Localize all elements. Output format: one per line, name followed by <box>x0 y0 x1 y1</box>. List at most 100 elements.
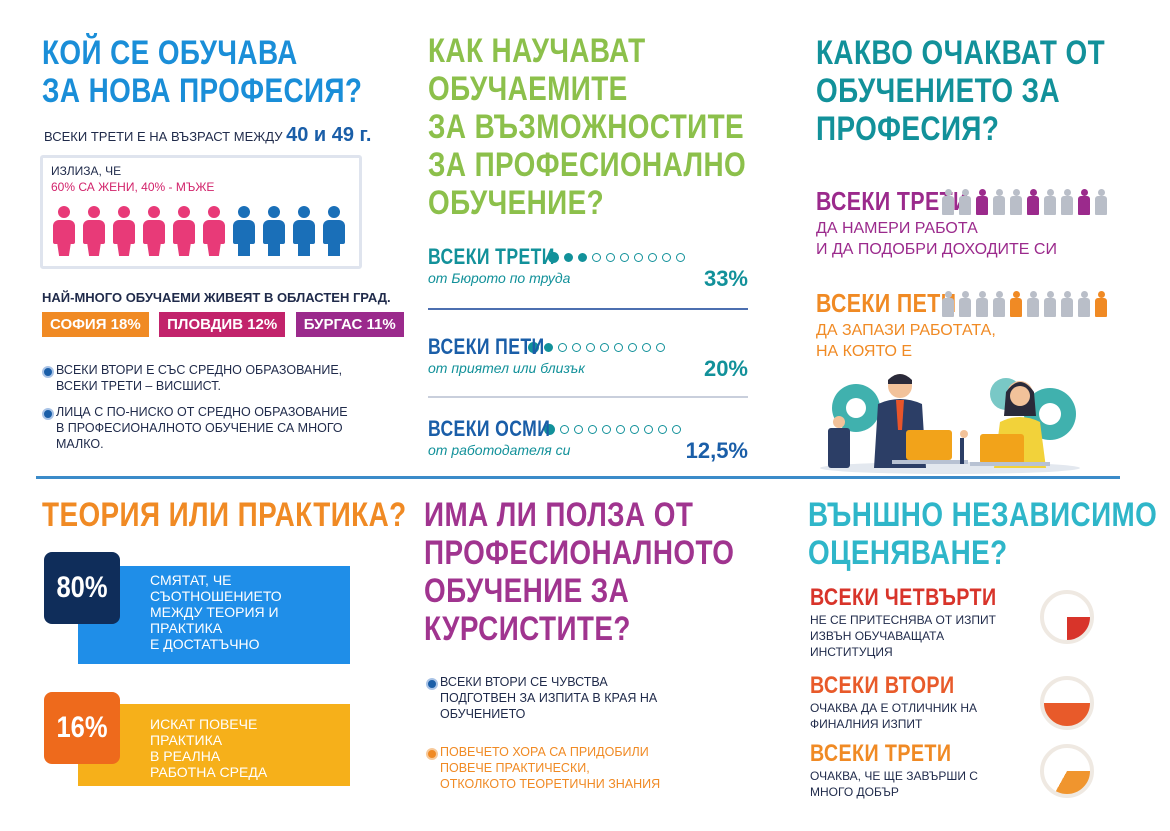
section6-title: ВЪНШНО НЕЗАВИСИМО ОЦЕНЯВАНЕ? <box>808 496 1158 572</box>
expectation-row-2-people-icons <box>942 290 1107 317</box>
person-icon <box>1061 290 1073 317</box>
woman-icon <box>51 206 77 256</box>
dot-icon <box>564 252 573 262</box>
expectation-row-1-people-icons <box>942 188 1107 215</box>
dot-icon <box>676 252 685 262</box>
theory-card-80-text: СМЯТАТ, ЧЕ СЪОТНОШЕНИЕТО МЕЖДУ ТЕОРИЯ И … <box>150 572 282 652</box>
dot-icon <box>648 252 657 262</box>
gender-split: 60% СА ЖЕНИ, 40% - МЪЖЕ <box>51 180 214 194</box>
exam-row-1: ВСЕКИ ЧЕТВЪРТИ НЕ СЕ ПРИТЕСНЯВА ОТ ИЗПИТ… <box>810 584 1037 660</box>
expectation-row-2-head: ВСЕКИ ПЕТИ <box>816 288 957 318</box>
women-share: 60% СА ЖЕНИ, <box>51 180 138 194</box>
dot-icon <box>544 423 555 435</box>
section4-title: ТЕОРИЯ ИЛИ ПРАКТИКА? <box>42 496 407 534</box>
dot-icon <box>616 424 625 434</box>
woman-icon <box>171 206 197 256</box>
benefit-bullet-1: ВСЕКИ ВТОРИ СЕ ЧУВСТВА ПОДГОТВЕН ЗА ИЗПИ… <box>425 675 658 721</box>
person-icon <box>1010 188 1022 215</box>
person-icon <box>1010 290 1022 317</box>
theory-card-80: СМЯТАТ, ЧЕ СЪОТНОШЕНИЕТО МЕЖДУ ТЕОРИЯ И … <box>78 566 350 664</box>
dot-icon <box>606 252 615 262</box>
cities-title: НАЙ-МНОГО ОБУЧАЕМИ ЖИВЕЯТ В ОБЛАСТЕН ГРА… <box>42 290 391 305</box>
woman-icon <box>201 206 227 256</box>
exam-row-2-text: ОЧАКВА ДА Е ОТЛИЧНИК НА ФИНАЛНИЯ ИЗПИТ <box>810 701 977 731</box>
dot-icon <box>558 342 567 352</box>
dot-icon <box>528 341 539 353</box>
city-badge-burgas: БУРГАС 11% <box>295 312 404 337</box>
dot-icon <box>544 342 553 352</box>
exam-row-3-pie <box>1040 744 1094 798</box>
exam-row-3: ВСЕКИ ТРЕТИ ОЧАКВА, ЧЕ ЩЕ ЗАВЪРШИ С МНОГ… <box>810 740 982 800</box>
source-row-2: ВСЕКИ ПЕТИ от приятел или близък 20% <box>428 334 748 381</box>
woman-icon <box>81 206 107 256</box>
dot-icon <box>658 424 667 434</box>
theory-card-16-badge: 16% <box>44 692 120 764</box>
source-row-3: ВСЕКИ ОСМИ от работодателя си 12,5% <box>428 416 748 463</box>
exam-row-1-head: ВСЕКИ ЧЕТВЪРТИ <box>810 584 997 611</box>
person-icon <box>1078 188 1090 215</box>
man-icon <box>291 206 317 256</box>
city-badge-sofia: СОФИЯ 18% <box>42 312 149 337</box>
person-icon <box>1078 290 1090 317</box>
person-icon <box>1095 290 1107 317</box>
dot-icon <box>578 252 587 262</box>
people-icons <box>51 206 347 256</box>
source-row-1: ВСЕКИ ТРЕТИ от Бюрото по труда 33% <box>428 244 748 291</box>
source-row-2-dots <box>528 341 665 353</box>
person-icon <box>1095 188 1107 215</box>
theory-card-16: ИСКАТ ПОВЕЧЕ ПРАКТИКА В РЕАЛНА РАБОТНА С… <box>78 704 350 786</box>
person-icon <box>942 188 954 215</box>
source-row-1-head: ВСЕКИ ТРЕТИ <box>428 244 555 269</box>
person-icon <box>993 290 1005 317</box>
woman-icon <box>141 206 167 256</box>
dot-icon <box>656 342 665 352</box>
dot-icon <box>662 252 671 262</box>
city-badges: СОФИЯ 18% ПЛОВДИВ 12% БУРГАС 11% <box>42 312 410 337</box>
person-icon <box>959 188 971 215</box>
section1-title-line2: ЗА НОВА ПРОФЕСИЯ? <box>42 72 363 110</box>
dot-icon <box>614 342 623 352</box>
person-icon <box>1044 188 1056 215</box>
age-statement: ВСЕКИ ТРЕТИ Е НА ВЪЗРАСТ МЕЖДУ 40 и 49 г… <box>44 124 372 146</box>
dot-icon <box>672 424 681 434</box>
office-workers-illustration <box>820 374 1080 474</box>
gender-box-intro: ИЗЛИЗА, ЧЕ <box>51 164 122 178</box>
exam-row-2-pie <box>1040 676 1094 730</box>
source-row-3-dots <box>544 423 681 435</box>
section1-title-line1: КОЙ СЕ ОБУЧАВА <box>42 34 298 72</box>
person-icon <box>1027 290 1039 317</box>
age-range: 40 и 49 г. <box>286 124 372 146</box>
dot-icon <box>630 424 639 434</box>
person-icon <box>1027 188 1039 215</box>
source-row-3-pct: 12,5% <box>685 438 748 463</box>
expectation-row-2-text: ДА ЗАПАЗИ РАБОТАТА, НА КОЯТО Е <box>816 322 996 360</box>
person-icon <box>1061 188 1073 215</box>
men-share: 40% - МЪЖЕ <box>141 180 215 194</box>
person-icon <box>959 290 971 317</box>
dot-icon <box>572 342 581 352</box>
source-row-1-pct: 33% <box>703 266 748 291</box>
man-icon <box>321 206 347 256</box>
source-row-2-sub: от приятел или близък <box>428 360 585 376</box>
section-divider <box>36 476 1120 479</box>
person-icon <box>1044 290 1056 317</box>
dot-icon <box>628 342 637 352</box>
education-bullet-2: ЛИЦА С ПО-НИСКО ОТ СРЕДНО ОБРАЗОВАНИЕ В … <box>42 405 348 451</box>
dot-icon <box>560 424 569 434</box>
exam-row-3-text: ОЧАКВА, ЧЕ ЩЕ ЗАВЪРШИ С МНОГО ДОБЪР <box>810 769 978 799</box>
source-row-3-head: ВСЕКИ ОСМИ <box>428 416 551 441</box>
dot-icon <box>600 342 609 352</box>
dot-icon <box>642 342 651 352</box>
section5-title: ИМА ЛИ ПОЛЗА ОТ ПРОФЕСИОНАЛНОТО ОБУЧЕНИЕ… <box>424 496 735 648</box>
education-bullet-1: ВСЕКИ ВТОРИ Е СЪС СРЕДНО ОБРАЗОВАНИЕ, ВС… <box>41 363 343 393</box>
dot-icon <box>620 252 629 262</box>
exam-row-2-head: ВСЕКИ ВТОРИ <box>810 672 955 699</box>
person-icon <box>993 188 1005 215</box>
person-icon <box>976 188 988 215</box>
expectation-row-2: ВСЕКИ ПЕТИ <box>816 288 1107 319</box>
exam-row-1-text: НЕ СЕ ПРИТЕСНЯВА ОТ ИЗПИТ ИЗВЪН ОБУЧАВАЩ… <box>810 613 996 659</box>
gender-box: ИЗЛИЗА, ЧЕ 60% СА ЖЕНИ, 40% - МЪЖЕ <box>40 155 362 269</box>
source-row-1-dots <box>548 251 685 263</box>
dot-icon <box>586 342 595 352</box>
divider <box>428 308 748 310</box>
